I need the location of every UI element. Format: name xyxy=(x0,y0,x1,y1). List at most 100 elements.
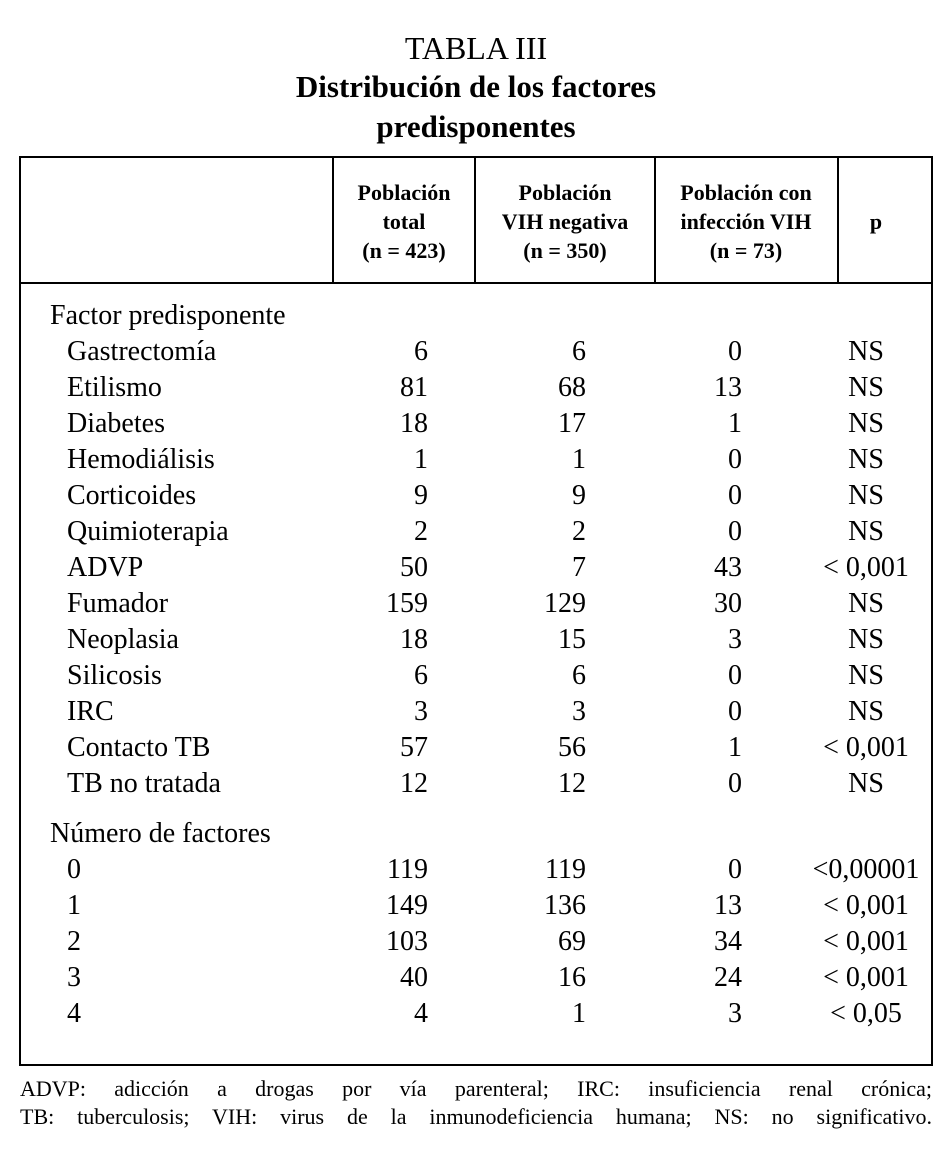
p-value: < 0,05 xyxy=(830,998,902,1029)
row-label: Gastrectomía xyxy=(67,336,217,367)
cell: 0 xyxy=(728,660,742,691)
p-value: NS xyxy=(848,444,884,475)
column-header: Población con xyxy=(680,180,812,205)
cell: 0 xyxy=(728,480,742,511)
row-label: Quimioterapia xyxy=(67,516,229,547)
footnote: TB: tuberculosis; VIH: virus de la inmun… xyxy=(20,1104,932,1129)
cell: 1 xyxy=(414,444,428,475)
cell: 0 xyxy=(728,336,742,367)
cell: 6 xyxy=(572,660,586,691)
subtitle: predisponentes xyxy=(376,108,576,144)
cell: 4 xyxy=(414,998,428,1029)
p-value: NS xyxy=(848,768,884,799)
cell: 43 xyxy=(714,552,742,583)
row-label: TB no tratada xyxy=(67,768,221,799)
cell: 57 xyxy=(400,732,428,763)
cell: 17 xyxy=(558,408,586,439)
column-header: p xyxy=(869,209,883,234)
p-value: NS xyxy=(848,624,884,655)
section-label: Número de factores xyxy=(50,818,271,849)
cell: 6 xyxy=(414,336,428,367)
p-value: NS xyxy=(848,588,884,619)
p-value: < 0,001 xyxy=(823,962,909,993)
row-label: 0 xyxy=(67,854,81,885)
section-label: Factor predisponente xyxy=(50,300,286,331)
column-header: (n = 73) xyxy=(709,238,783,263)
cell: 3 xyxy=(728,624,742,655)
col-rule xyxy=(474,156,476,284)
cell: 9 xyxy=(572,480,586,511)
cell: 12 xyxy=(558,768,586,799)
cell: 7 xyxy=(572,552,586,583)
cell: 0 xyxy=(728,444,742,475)
cell: 68 xyxy=(558,372,586,403)
subtitle: Distribución de los factores xyxy=(295,68,657,104)
row-label: Diabetes xyxy=(67,408,165,439)
cell: 0 xyxy=(728,516,742,547)
cell: 69 xyxy=(558,926,586,957)
footnote: ADVP: adicción a drogas por vía parenter… xyxy=(20,1076,932,1101)
cell: 16 xyxy=(558,962,586,993)
row-label: Etilismo xyxy=(67,372,162,403)
p-value: < 0,001 xyxy=(823,890,909,921)
row-label: Fumador xyxy=(67,588,169,619)
cell: 81 xyxy=(400,372,428,403)
p-value: < 0,001 xyxy=(823,926,909,957)
p-value: NS xyxy=(848,480,884,511)
cell: 13 xyxy=(714,372,742,403)
column-header: Población xyxy=(357,180,451,205)
cell: 129 xyxy=(544,588,586,619)
row-label: IRC xyxy=(67,696,114,727)
row-label: 4 xyxy=(67,998,81,1029)
column-header: (n = 350) xyxy=(523,238,607,263)
cell: 119 xyxy=(387,854,428,885)
cell: 9 xyxy=(414,480,428,511)
column-header: total xyxy=(382,209,426,234)
cell: 2 xyxy=(572,516,586,547)
cell: 13 xyxy=(714,890,742,921)
row-label: Neoplasia xyxy=(67,624,179,655)
row-label: 2 xyxy=(67,926,81,957)
column-header: infección VIH xyxy=(680,209,812,234)
cell: 103 xyxy=(386,926,428,957)
cell: 149 xyxy=(386,890,428,921)
cell: 40 xyxy=(400,962,428,993)
p-value: NS xyxy=(848,408,884,439)
row-label: Hemodiálisis xyxy=(67,444,215,475)
cell: 12 xyxy=(400,768,428,799)
cell: 0 xyxy=(728,696,742,727)
cell: 24 xyxy=(714,962,742,993)
cell: 18 xyxy=(400,624,428,655)
p-value: < 0,001 xyxy=(823,732,909,763)
column-header: VIH negativa xyxy=(501,209,629,234)
row-label: 3 xyxy=(67,962,81,993)
cell: 1 xyxy=(572,444,586,475)
column-header: (n = 423) xyxy=(362,238,446,263)
cell: 30 xyxy=(714,588,742,619)
p-value: <0,00001 xyxy=(812,854,920,885)
header-rule xyxy=(19,282,933,284)
col-rule xyxy=(654,156,656,284)
cell: 18 xyxy=(400,408,428,439)
row-label: Silicosis xyxy=(67,660,162,691)
cell: 6 xyxy=(414,660,428,691)
cell: 3 xyxy=(728,998,742,1029)
row-label: Corticoides xyxy=(67,480,197,511)
cell: 34 xyxy=(714,926,742,957)
cell: 15 xyxy=(558,624,586,655)
col-rule xyxy=(837,156,839,284)
cell: 1 xyxy=(728,408,742,439)
p-value: NS xyxy=(848,516,884,547)
cell: 3 xyxy=(572,696,586,727)
p-value: < 0,001 xyxy=(823,552,909,583)
cell: 2 xyxy=(414,516,428,547)
col-rule xyxy=(332,156,334,284)
column-header: Población xyxy=(518,180,612,205)
p-value: NS xyxy=(848,696,884,727)
cell: 56 xyxy=(558,732,586,763)
row-label: 1 xyxy=(67,890,81,921)
cell: 6 xyxy=(572,336,586,367)
cell: 50 xyxy=(400,552,428,583)
cell: 3 xyxy=(414,696,428,727)
